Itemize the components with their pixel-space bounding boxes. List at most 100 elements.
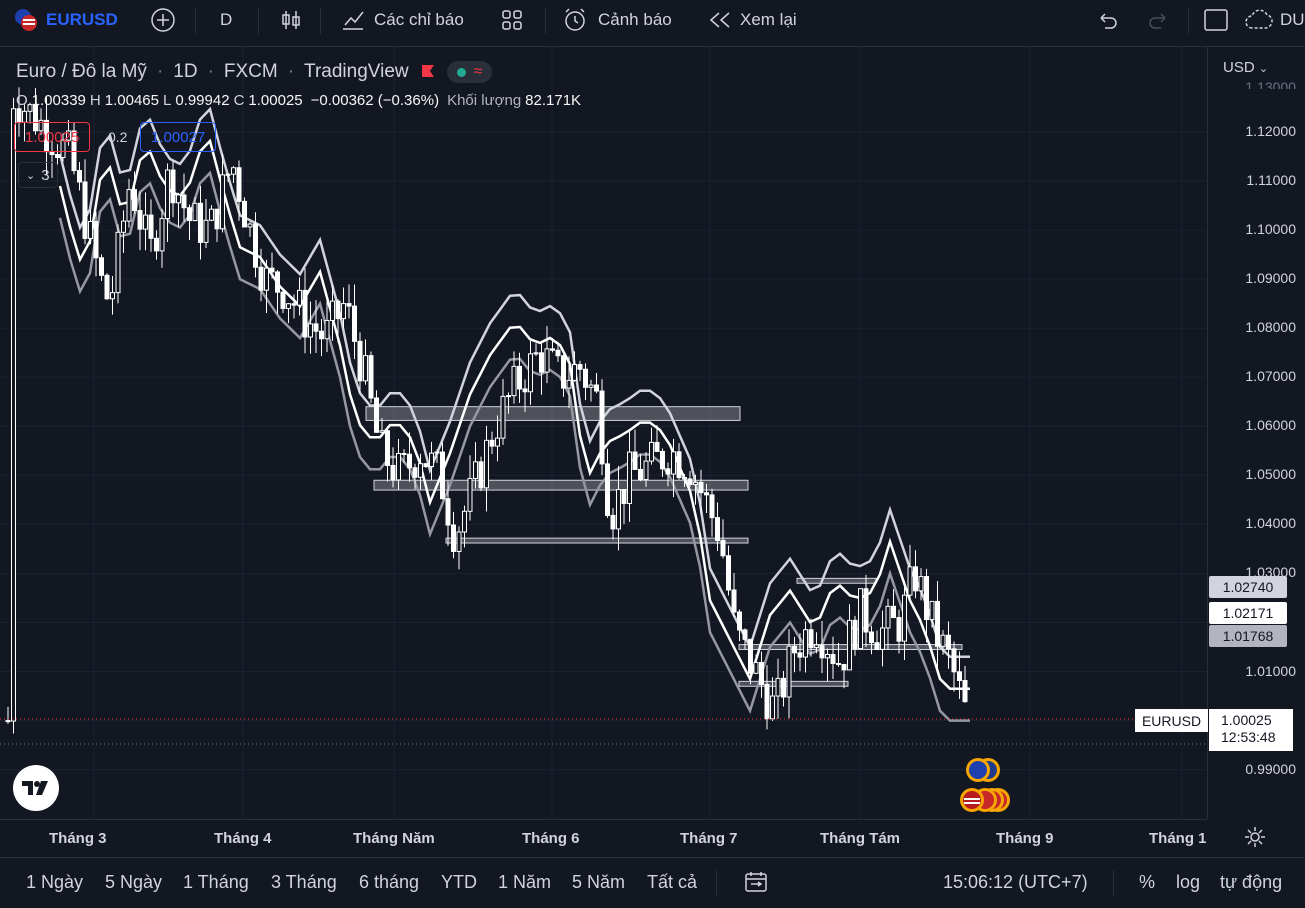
candle-body — [341, 303, 346, 320]
top-toolbar: EURUSD D Các chỉ báo Cảnh báo Xem lại DU — [0, 0, 1305, 47]
candle-body — [49, 151, 55, 156]
candle-body — [544, 348, 550, 373]
range-ytd-button[interactable]: YTD — [441, 872, 477, 892]
candle-body — [181, 194, 187, 209]
candle-body — [588, 384, 594, 388]
candle-body — [269, 267, 275, 273]
candle-body — [577, 364, 583, 370]
plus-circle-icon — [151, 8, 175, 32]
buy-button[interactable]: 1.00027 — [140, 122, 217, 152]
price-tick: 1.11000 — [1246, 172, 1296, 189]
chart-settings-button[interactable] — [1244, 826, 1266, 853]
tradingview-logo[interactable] — [13, 765, 59, 811]
chart-pane[interactable] — [0, 47, 1207, 819]
range-5d-button[interactable]: 5 Ngày — [105, 872, 163, 892]
currency-selector[interactable]: USD ⌄ — [1223, 59, 1268, 76]
candle-body — [412, 467, 418, 478]
close-value: 1.00025 — [248, 92, 303, 109]
clock-timezone[interactable]: 15:06:12 (UTC+7) — [943, 872, 1088, 892]
candle-body — [594, 384, 599, 392]
grid-icon — [502, 10, 522, 30]
candle-body — [907, 566, 913, 596]
indicators-toggle[interactable]: ⌄ 3 — [18, 162, 58, 188]
window-icon — [1204, 9, 1228, 31]
compare-button[interactable] — [150, 0, 176, 40]
candle-body — [280, 291, 286, 309]
candle-body — [946, 634, 951, 650]
candle-body — [418, 463, 423, 478]
date-range-button[interactable] — [744, 870, 768, 899]
candle-body — [621, 489, 627, 504]
candle-body — [473, 461, 478, 479]
price-chart[interactable] — [0, 47, 1207, 819]
candle-body — [885, 605, 891, 629]
zone-rectangle — [365, 406, 741, 421]
alert-button[interactable]: Cảnh báo — [562, 0, 672, 40]
candle-body — [126, 189, 132, 222]
layout-button[interactable]: DU — [1244, 0, 1305, 40]
ma-fast-tag: 1.01768 — [1209, 625, 1287, 647]
candle-body — [379, 430, 385, 433]
change-value: −0.00362 (−0.36%) — [310, 92, 440, 109]
range-5y-button[interactable]: 5 Năm — [572, 872, 626, 892]
candle-body — [874, 642, 880, 650]
range-1y-button[interactable]: 1 Năm — [498, 872, 552, 892]
candle-body — [940, 634, 946, 647]
chart-type-button[interactable] — [280, 0, 302, 40]
candle-body — [583, 368, 588, 388]
undo-button[interactable] — [1096, 0, 1118, 40]
replay-button[interactable]: Xem lại — [708, 0, 797, 40]
auto-scale-button[interactable]: tự động — [1220, 872, 1283, 892]
month-label: Tháng 6 — [522, 830, 580, 847]
rewind-icon — [709, 12, 730, 28]
candle-body — [93, 220, 99, 259]
price-axis[interactable]: USD ⌄ 1.13000 1.12000 1.11000 1.10000 1.090… — [1207, 47, 1305, 819]
candle-body — [330, 300, 335, 321]
log-scale-button[interactable]: log — [1176, 872, 1201, 892]
candle-body — [5, 720, 11, 723]
candle-body — [132, 189, 137, 212]
sell-button[interactable]: 1.00025 — [14, 122, 91, 152]
fullscreen-button[interactable] — [1203, 0, 1229, 40]
redo-button[interactable] — [1148, 0, 1170, 40]
indicators-button[interactable]: Các chỉ báo — [340, 0, 464, 40]
percent-scale-button[interactable]: % — [1139, 872, 1156, 892]
candle-body — [803, 629, 808, 658]
candle-body — [896, 617, 902, 642]
symbol-search-button[interactable]: EURUSD — [12, 0, 118, 40]
candle-body — [390, 464, 396, 481]
candle-body — [231, 167, 236, 175]
market-status[interactable]: ≈ — [446, 61, 493, 83]
candle-body — [913, 566, 918, 592]
candles-icon — [282, 11, 300, 29]
price-tick: 1.10000 — [1245, 221, 1296, 238]
range-1d-button[interactable]: 1 Ngày — [26, 872, 84, 892]
candle-body — [902, 594, 907, 642]
month-label: Tháng Năm — [353, 830, 435, 847]
candle-body — [962, 680, 968, 703]
templates-button[interactable] — [500, 0, 524, 40]
candle-body — [165, 169, 170, 220]
price-tick: 1.05000 — [1245, 466, 1296, 483]
indicators-icon — [343, 11, 364, 30]
legend-title[interactable]: Euro / Đô la Mỹ · 1D · FXCM · TradingVie… — [16, 61, 493, 83]
ohlc-values: O 1.00339 H 1.00465 L 0.99942 C 1.00025 −0.0… — [16, 92, 581, 109]
candle-body — [143, 214, 148, 230]
candle-body — [533, 352, 539, 355]
range-1m-button[interactable]: 1 Tháng — [183, 872, 249, 892]
time-axis[interactable]: Tháng 3 Tháng 4 Tháng Năm Tháng 6 Tháng … — [0, 819, 1207, 858]
ma-mid-tag: 1.02171 — [1209, 602, 1287, 624]
economic-events[interactable] — [960, 757, 1010, 815]
candle-body — [599, 390, 605, 465]
range-all-button[interactable]: Tất cả — [647, 872, 698, 892]
interval-button[interactable]: D — [220, 0, 232, 40]
range-6m-button[interactable]: 6 tháng — [359, 872, 420, 892]
candle-body — [302, 289, 308, 338]
candle-body — [610, 514, 616, 530]
candle-body — [858, 588, 863, 650]
month-label: Tháng 4 — [214, 830, 272, 847]
candle-body — [566, 379, 572, 389]
calendar-range-icon — [745, 872, 767, 892]
price-tick-partial: 1.13000 — [1245, 79, 1296, 89]
range-3m-button[interactable]: 3 Tháng — [271, 872, 337, 892]
